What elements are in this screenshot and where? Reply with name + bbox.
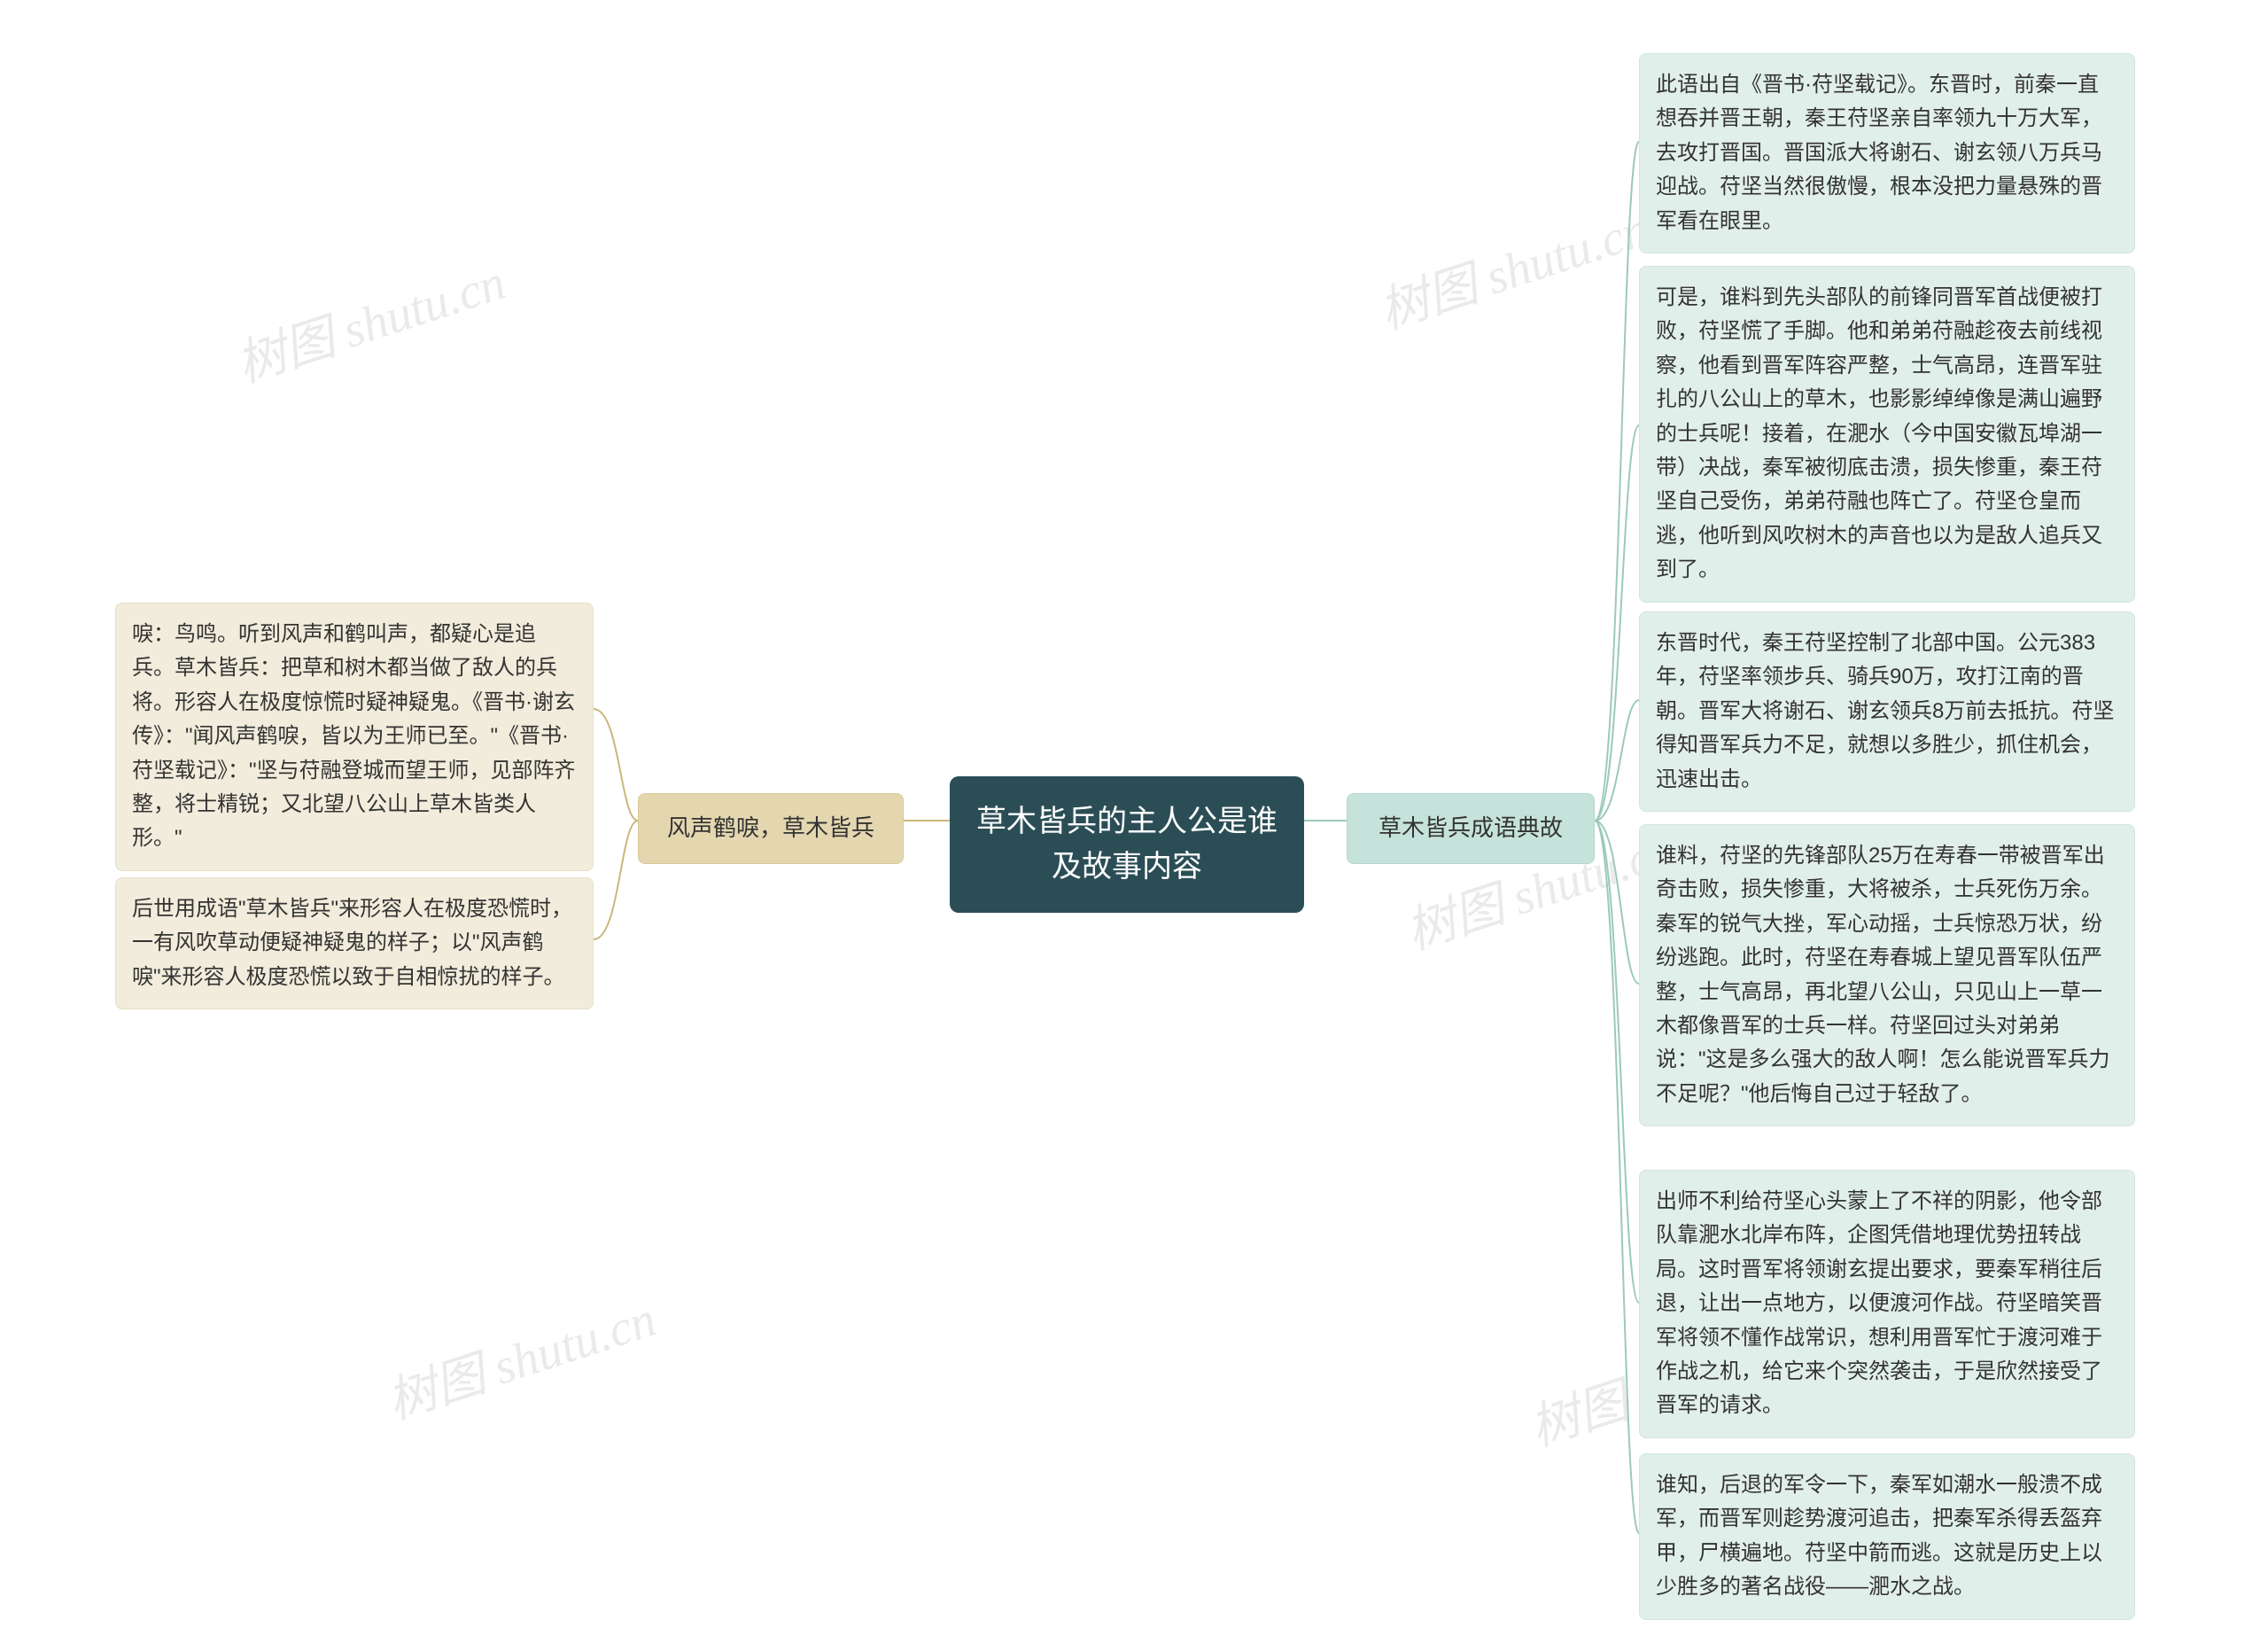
- right-leaf-1-text: 可是，谁料到先头部队的前锋同晋军首战便被打败，苻坚慌了手脚。他和弟弟苻融趁夜去前…: [1656, 285, 2102, 581]
- right-branch-node[interactable]: 草木皆兵成语典故: [1347, 793, 1595, 864]
- left-leaf-1[interactable]: 后世用成语"草木皆兵"来形容人在极度恐慌时，一有风吹草动便疑神疑鬼的样子；以"风…: [115, 877, 594, 1009]
- center-node[interactable]: 草木皆兵的主人公是谁及故事内容: [950, 776, 1304, 913]
- right-leaf-4[interactable]: 出师不利给苻坚心头蒙上了不祥的阴影，他令部队靠淝水北岸布阵，企图凭借地理优势扭转…: [1639, 1170, 2135, 1438]
- watermark: 树图 shutu.cn: [226, 242, 513, 396]
- right-leaf-3-text: 谁料，苻坚的先锋部队25万在寿春一带被晋军出奇击败，损失惨重，大将被杀，士兵死伤…: [1656, 844, 2110, 1106]
- watermark: 树图 shutu.cn: [377, 1279, 664, 1433]
- watermark: 树图 shutu.cn: [1369, 189, 1656, 343]
- left-branch-label: 风声鹤唳，草木皆兵: [667, 814, 874, 841]
- left-branch-node[interactable]: 风声鹤唳，草木皆兵: [638, 793, 904, 864]
- right-leaf-5-text: 谁知，后退的军令一下，秦军如潮水一般溃不成军，而晋军则趁势渡河追击，把秦军杀得丢…: [1656, 1473, 2102, 1599]
- center-node-text: 草木皆兵的主人公是谁及故事内容: [976, 805, 1278, 884]
- right-leaf-0-text: 此语出自《晋书·苻坚载记》。东晋时，前秦一直想吞并晋王朝，秦王苻坚亲自率领九十万…: [1656, 73, 2102, 233]
- right-leaf-3[interactable]: 谁料，苻坚的先锋部队25万在寿春一带被晋军出奇击败，损失惨重，大将被杀，士兵死伤…: [1639, 824, 2135, 1126]
- right-branch-label: 草木皆兵成语典故: [1379, 814, 1563, 841]
- right-leaf-0[interactable]: 此语出自《晋书·苻坚载记》。东晋时，前秦一直想吞并晋王朝，秦王苻坚亲自率领九十万…: [1639, 53, 2135, 253]
- right-leaf-1[interactable]: 可是，谁料到先头部队的前锋同晋军首战便被打败，苻坚慌了手脚。他和弟弟苻融趁夜去前…: [1639, 266, 2135, 603]
- left-leaf-0[interactable]: 唳：鸟鸣。听到风声和鹤叫声，都疑心是追兵。草木皆兵：把草和树木都当做了敌人的兵将…: [115, 603, 594, 871]
- right-leaf-5[interactable]: 谁知，后退的军令一下，秦军如潮水一般溃不成军，而晋军则趁势渡河追击，把秦军杀得丢…: [1639, 1453, 2135, 1620]
- right-leaf-4-text: 出师不利给苻坚心头蒙上了不祥的阴影，他令部队靠淝水北岸布阵，企图凭借地理优势扭转…: [1656, 1189, 2102, 1417]
- right-leaf-2-text: 东晋时代，秦王苻坚控制了北部中国。公元383年，苻坚率领步兵、骑兵90万，攻打江…: [1656, 631, 2114, 791]
- right-leaf-2[interactable]: 东晋时代，秦王苻坚控制了北部中国。公元383年，苻坚率领步兵、骑兵90万，攻打江…: [1639, 611, 2135, 812]
- left-leaf-1-text: 后世用成语"草木皆兵"来形容人在极度恐慌时，一有风吹草动便疑神疑鬼的样子；以"风…: [132, 897, 572, 989]
- left-leaf-0-text: 唳：鸟鸣。听到风声和鹤叫声，都疑心是追兵。草木皆兵：把草和树木都当做了敌人的兵将…: [132, 622, 576, 850]
